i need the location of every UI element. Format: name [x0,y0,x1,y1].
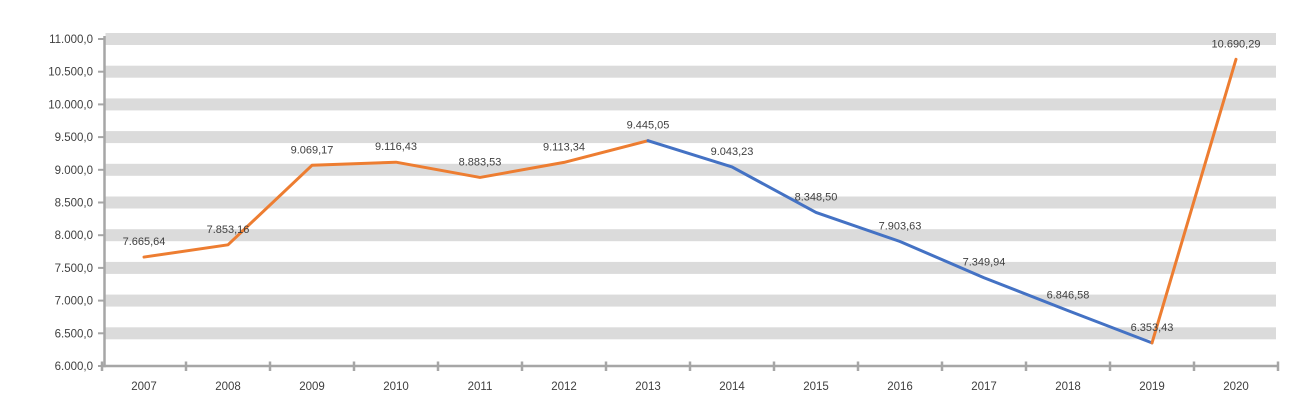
data-label: 7.665,64 [123,236,166,248]
data-label: 6.846,58 [1047,290,1090,302]
x-axis-label: 2012 [551,381,577,393]
y-axis-label: 8.500,0 [55,198,93,210]
gridline-band [105,98,1276,111]
x-axis-label: 2008 [215,381,241,393]
gridline-band [105,65,1276,78]
data-label: 9.069,17 [291,144,334,156]
y-axis-label: 8.000,0 [55,230,93,242]
series-segment-blue-2013-2019 [646,139,1154,345]
gridline-band [105,294,1276,307]
x-axis-label: 2010 [383,381,409,393]
data-label: 9.116,43 [375,141,417,153]
gridline-band [105,131,1276,144]
x-axis-label: 2019 [1139,381,1165,393]
y-axis-label: 11.000,0 [49,34,93,46]
x-axis-label: 2015 [803,381,829,393]
x-axis-label: 2009 [299,381,325,393]
y-axis-label: 6.000,0 [55,361,93,373]
x-axis-label: 2013 [635,381,661,393]
data-label: 7.903,63 [879,221,922,233]
gridline-band [105,327,1276,340]
y-axis-label: 10.500,0 [48,67,93,79]
gridline-band [105,229,1276,242]
y-axis-label: 9.000,0 [55,165,93,177]
y-axis-label: 9.500,0 [55,132,93,144]
data-label: 9.113,34 [543,141,585,153]
data-label: 10.690,29 [1212,38,1261,50]
series-segment-orange-2019-2020 [1150,57,1238,345]
x-axis-label: 2014 [719,381,745,393]
data-label: 7.853,16 [207,224,250,236]
y-axis-label: 6.500,0 [55,328,93,340]
x-axis-label: 2016 [887,381,913,393]
data-label: 8.348,50 [795,191,838,203]
data-label: 9.043,23 [711,146,754,158]
gridline-band [105,33,1276,45]
x-axis-label: 2018 [1055,381,1081,393]
gridline-band [105,163,1276,176]
x-axis-label: 2007 [131,381,157,393]
y-axis-label: 7.000,0 [55,296,93,308]
x-axis-label: 2011 [468,381,493,393]
data-label: 7.349,94 [963,257,1006,269]
gridline-band [105,196,1276,209]
series-segment-orange-2007-2013 [142,139,650,259]
data-label: 8.883,53 [459,156,502,168]
x-axis-label: 2020 [1223,381,1249,393]
gridline-band [105,261,1276,274]
data-label: 9.445,05 [627,120,670,132]
x-axis-label: 2017 [971,381,997,393]
data-label: 6.353,43 [1131,322,1174,334]
y-axis-label: 7.500,0 [55,263,93,275]
y-axis-label: 10.000,0 [48,99,93,111]
